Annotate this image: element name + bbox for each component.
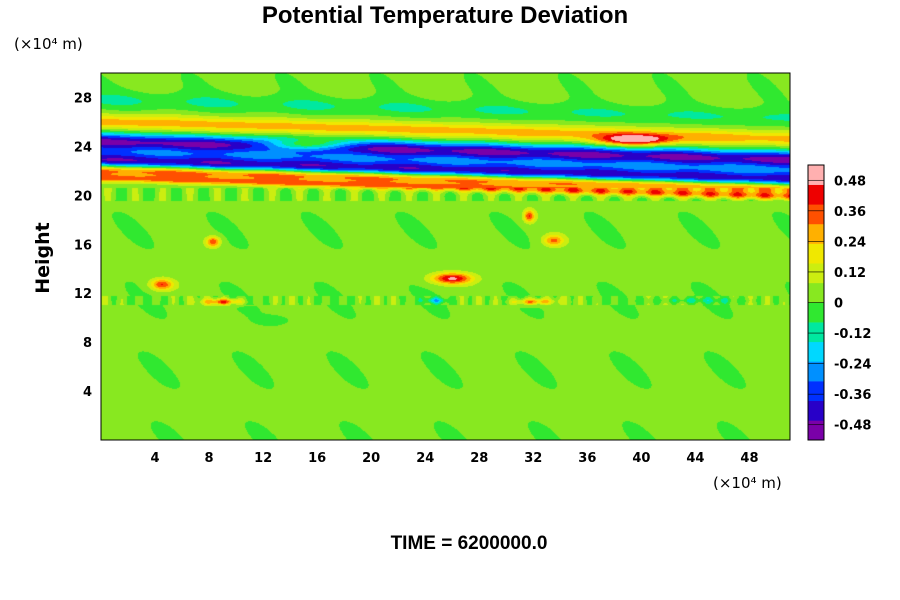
plot-area [100, 72, 791, 441]
colorbar-segment [808, 204, 824, 225]
x-tick-label: 40 [632, 451, 650, 466]
y-tick-label: 4 [83, 385, 92, 400]
x-unit-label: (×10⁴ m) [713, 474, 782, 492]
colorbar-segment [808, 322, 824, 343]
colorbar: 0.48 0.36 0.24 0.12 0 -0.12 -0.24 -0.36 -0.48 [807, 164, 871, 441]
colorbar-segment [808, 184, 824, 205]
x-tick-label: 12 [254, 451, 272, 466]
colorbar-tick-label: 0.12 [834, 266, 866, 281]
x-tick-label: 16 [308, 451, 326, 466]
x-axis-ticks: 4 8 12 16 20 24 28 32 36 40 44 48 [151, 451, 759, 466]
plot-frame [100, 72, 791, 441]
colorbar-segment [808, 243, 824, 264]
colorbar-tick-label: -0.36 [834, 388, 871, 403]
x-tick-label: 28 [470, 451, 488, 466]
x-tick-label: 24 [416, 451, 434, 466]
y-unit-label: (×10⁴ m) [14, 35, 83, 53]
colorbar-segment [808, 165, 824, 185]
colorbar-tick-label: 0.36 [834, 205, 866, 220]
y-tick-label: 16 [74, 238, 92, 253]
x-tick-label: 36 [578, 451, 596, 466]
y-tick-label: 24 [74, 140, 92, 155]
time-label: TIME = 6200000.0 [391, 533, 548, 554]
x-tick-label: 48 [740, 451, 758, 466]
colorbar-tick-label: -0.12 [834, 327, 871, 342]
y-tick-label: 20 [74, 189, 92, 204]
colorbar-segment [808, 381, 824, 402]
y-tick-label: 12 [74, 287, 92, 302]
y-axis-label: Height [32, 222, 54, 294]
colorbar-segment [808, 361, 824, 382]
y-tick-label: 28 [74, 91, 92, 106]
y-tick-label: 8 [83, 336, 92, 351]
colorbar-tick-label: -0.24 [834, 358, 871, 373]
colorbar-segment [808, 282, 824, 303]
chart-title: Potential Temperature Deviation [262, 2, 628, 29]
x-tick-label: 32 [524, 451, 542, 466]
colorbar-tick-label: 0.24 [834, 235, 866, 250]
x-tick-label: 44 [686, 451, 704, 466]
y-axis-ticks: 4 8 12 16 20 24 28 [74, 91, 92, 400]
colorbar-tick-label: -0.48 [834, 419, 871, 434]
x-tick-label: 20 [362, 451, 380, 466]
colorbar-tick-label: 0 [834, 297, 843, 312]
colorbar-segment [808, 420, 824, 441]
x-tick-label: 4 [151, 451, 160, 466]
colorbar-segment [808, 341, 824, 362]
colorbar-segment [808, 302, 824, 323]
x-tick-label: 8 [205, 451, 214, 466]
heatmap-raster [101, 73, 790, 440]
colorbar-segment [808, 223, 824, 244]
colorbar-segment [808, 400, 824, 421]
colorbar-segment [808, 263, 824, 284]
colorbar-tick-label: 0.48 [834, 174, 866, 189]
